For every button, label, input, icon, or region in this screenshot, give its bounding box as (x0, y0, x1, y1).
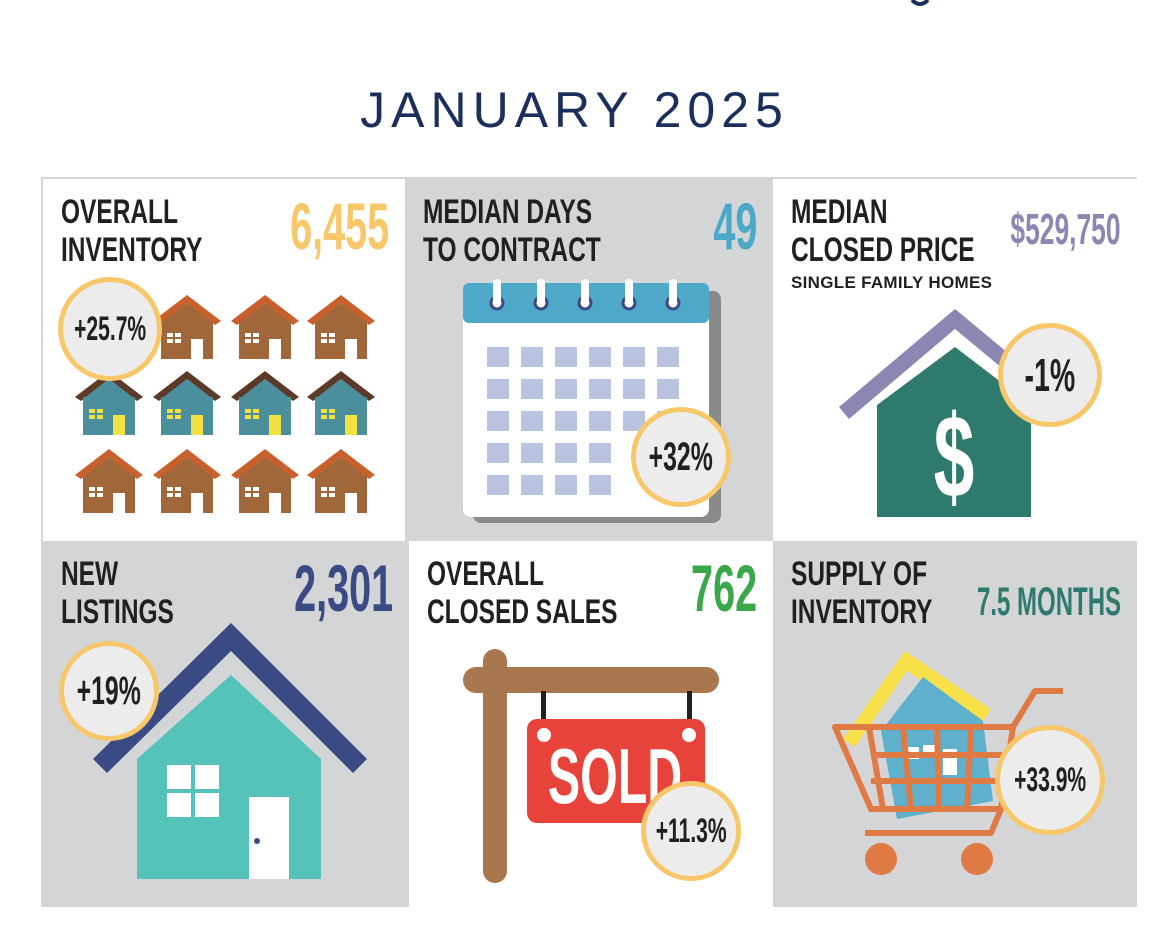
label-line-1: OVERALL (427, 555, 544, 593)
change-value: +11.3% (655, 811, 727, 850)
label-line-2: TO CONTRACT (423, 231, 601, 269)
label-line-1: SUPPLY OF (791, 555, 928, 593)
panel-label: OVERALL INVENTORY (61, 193, 202, 269)
label-line-1: OVERALL (61, 193, 178, 231)
panel-supply-inventory: SUPPLY OF INVENTORY 7.5 MONTHS +33 (773, 541, 1137, 907)
panel-label: MEDIAN DAYS TO CONTRACT (423, 193, 601, 269)
page-title: JANUARY 2025 (360, 82, 789, 138)
stat-value: $529,750 (1010, 205, 1121, 254)
change-badge: -1% (998, 323, 1102, 427)
change-value: +25.7% (73, 309, 147, 348)
stat-value: 2,301 (293, 551, 393, 625)
stat-value: 7.5 MONTHS (976, 580, 1121, 624)
label-line-1: MEDIAN DAYS (423, 193, 593, 231)
panel-label: MEDIAN CLOSED PRICE (791, 193, 975, 269)
change-badge: +11.3% (641, 781, 741, 881)
change-value: +32% (648, 434, 714, 479)
panel-median-price: MEDIAN CLOSED PRICE $529,750 SINGLE FAMI… (773, 179, 1137, 541)
change-value: +19% (76, 668, 142, 713)
label-line-2: CLOSED SALES (427, 593, 618, 631)
sold-sign-icon: SOLD (463, 649, 719, 883)
panel-subtitle: SINGLE FAMILY HOMES (791, 273, 993, 292)
panel-label: OVERALL CLOSED SALES (427, 555, 617, 631)
stats-grid: OVERALL INVENTORY 6,455 (41, 177, 1137, 907)
change-value: -1% (1024, 349, 1076, 401)
panel-label: SUPPLY OF INVENTORY (791, 555, 932, 631)
label-line-1: NEW (61, 555, 119, 593)
label-line-2: CLOSED PRICE (791, 231, 975, 269)
stat-value: 49 (712, 189, 757, 263)
label-line-2: LISTINGS (61, 593, 174, 631)
stat-value: 6,455 (289, 189, 389, 263)
label-line-2: INVENTORY (61, 231, 203, 269)
panel-new-listings: NEW LISTINGS 2,301 +19% (43, 541, 409, 907)
change-badge: +32% (631, 407, 731, 507)
label-line-1: MEDIAN (791, 193, 888, 231)
stat-value: 762 (690, 551, 757, 625)
change-badge: +33.9% (995, 725, 1105, 835)
change-value: +33.9% (1013, 760, 1087, 799)
header-decoration (910, 0, 930, 6)
label-line-2: INVENTORY (791, 593, 933, 631)
panel-closed-sales: OVERALL CLOSED SALES 762 SOLD +11.3% (409, 541, 773, 907)
panel-median-days: MEDIAN DAYS TO CONTRACT 49 +32% (405, 179, 773, 541)
house-icon (93, 623, 367, 879)
house-dollar-icon: $ (839, 309, 1073, 522)
shopping-cart-house-icon (832, 651, 1063, 875)
change-badge: +19% (59, 641, 159, 741)
change-badge: +25.7% (58, 277, 162, 381)
panel-label: NEW LISTINGS (61, 555, 174, 631)
svg-text:$: $ (934, 390, 975, 522)
panel-overall-inventory: OVERALL INVENTORY 6,455 (43, 179, 405, 541)
